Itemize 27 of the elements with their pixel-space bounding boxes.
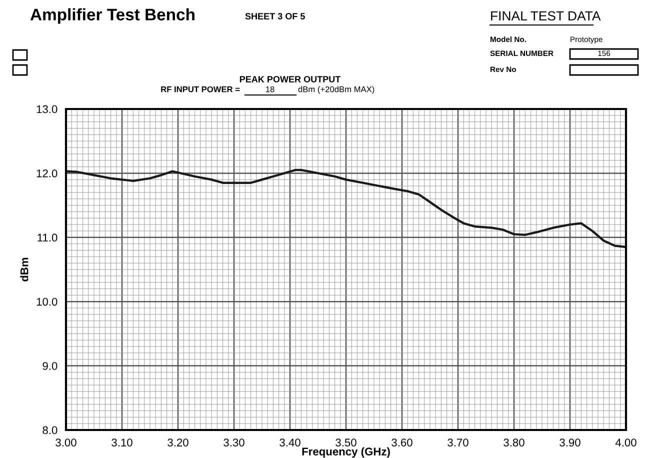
text: dBm (+20dBm MAX)	[298, 86, 374, 94]
text: RF INPUT POWER =	[161, 86, 240, 92]
y-axis-title: dBm	[20, 258, 28, 282]
line-series	[66, 168, 626, 248]
text: SHEET 3 OF 5	[245, 13, 305, 20]
x-tick-label: 3.80	[504, 438, 524, 446]
chart-subtitle: PEAK POWER OUTPUT	[240, 76, 341, 82]
x-tick-label: 3.00	[56, 438, 76, 446]
text: FINAL TEST DATA	[491, 11, 601, 21]
x-tick-label: 3.20	[168, 438, 188, 446]
x-tick-label: 3.30	[224, 438, 244, 446]
y-tick-label: 11.0	[38, 234, 58, 242]
x-tick-label: 3.10	[112, 438, 132, 446]
x-tick-label: 4.00	[615, 438, 636, 446]
y-tick-label: 9.0	[42, 362, 58, 370]
x-tick-label: 3.90	[560, 438, 580, 446]
chart-title: Amplifier Test Bench	[30, 8, 194, 24]
x-tick-label: 3.40	[280, 438, 300, 446]
y-tick-label: 10.0	[36, 298, 58, 306]
text: 18	[266, 86, 274, 92]
y-tick-label: 8.0	[42, 426, 58, 434]
x-axis-title: Frequency (GHz)	[302, 447, 390, 458]
x-tick-label: 3.60	[392, 438, 412, 446]
x-tick-label: 3.50	[336, 438, 356, 446]
y-tick-label: 12.0	[36, 169, 58, 178]
x-tick-label: 3.70	[448, 438, 468, 446]
y-tick-label: 13.0	[36, 105, 58, 114]
